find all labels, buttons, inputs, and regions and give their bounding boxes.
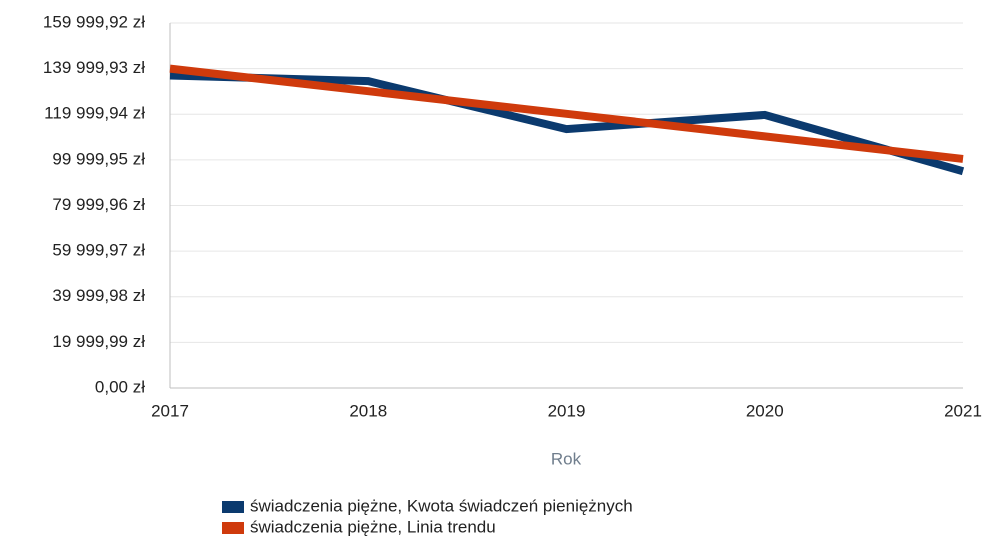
y-tick-label: 79 999,96 zł [52,195,145,214]
legend-label: świadczenia piężne, Linia trendu [250,517,496,536]
legend-swatch [222,501,244,513]
series-line [169,71,965,176]
x-tick-label: 2020 [746,401,784,420]
y-tick-label: 39 999,98 zł [52,286,145,305]
legend-swatch [222,522,244,534]
y-tick-label: 0,00 zł [95,377,145,396]
x-tick-label: 2017 [151,401,189,420]
series-line [169,64,964,163]
x-tick-label: 2021 [944,401,982,420]
y-tick-label: 19 999,99 zł [52,332,145,351]
y-tick-label: 59 999,97 zł [52,241,145,260]
y-tick-label: 139 999,93 zł [43,58,145,77]
y-tick-label: 159 999,92 zł [43,12,145,31]
x-tick-label: 2018 [349,401,387,420]
y-tick-label: 99 999,95 zł [52,149,145,168]
x-tick-label: 2019 [548,401,586,420]
legend-label: świadczenia piężne, Kwota świadczeń pien… [250,496,633,515]
y-tick-label: 119 999,94 zł [44,104,145,123]
x-axis-label: Rok [551,449,582,468]
